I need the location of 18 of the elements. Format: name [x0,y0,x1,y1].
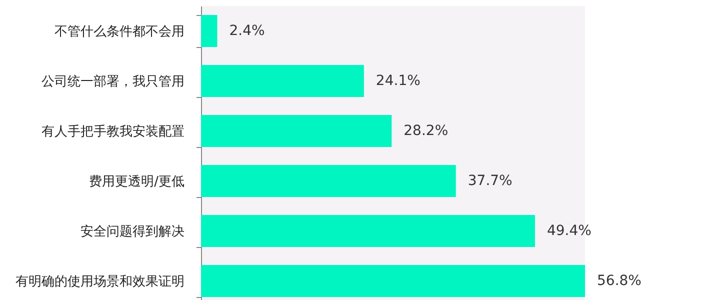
y-tick-label: 有明确的使用场景和效果证明 [16,274,184,290]
bar [201,15,218,47]
bar [201,115,392,147]
data-label: 24.1% [376,73,420,89]
y-tick-label: 不管什么条件都不会用 [54,24,184,40]
y-tick-label: 公司统一部署，我只管用 [42,74,184,90]
bar [201,65,364,97]
bar [201,265,585,297]
bar [201,165,456,197]
data-label: 49.4% [546,223,592,239]
data-label: 28.2% [404,123,448,139]
data-label: 56.8% [597,273,642,289]
y-tick-label: 费用更透明/更低 [89,174,184,190]
y-tick-label: 安全问题得到解决 [80,224,184,240]
data-label: 37.7% [468,173,512,189]
data-label: 2.4% [229,23,265,39]
y-tick-label: 有人手把手教我安装配置 [42,124,184,140]
bar [201,215,535,247]
